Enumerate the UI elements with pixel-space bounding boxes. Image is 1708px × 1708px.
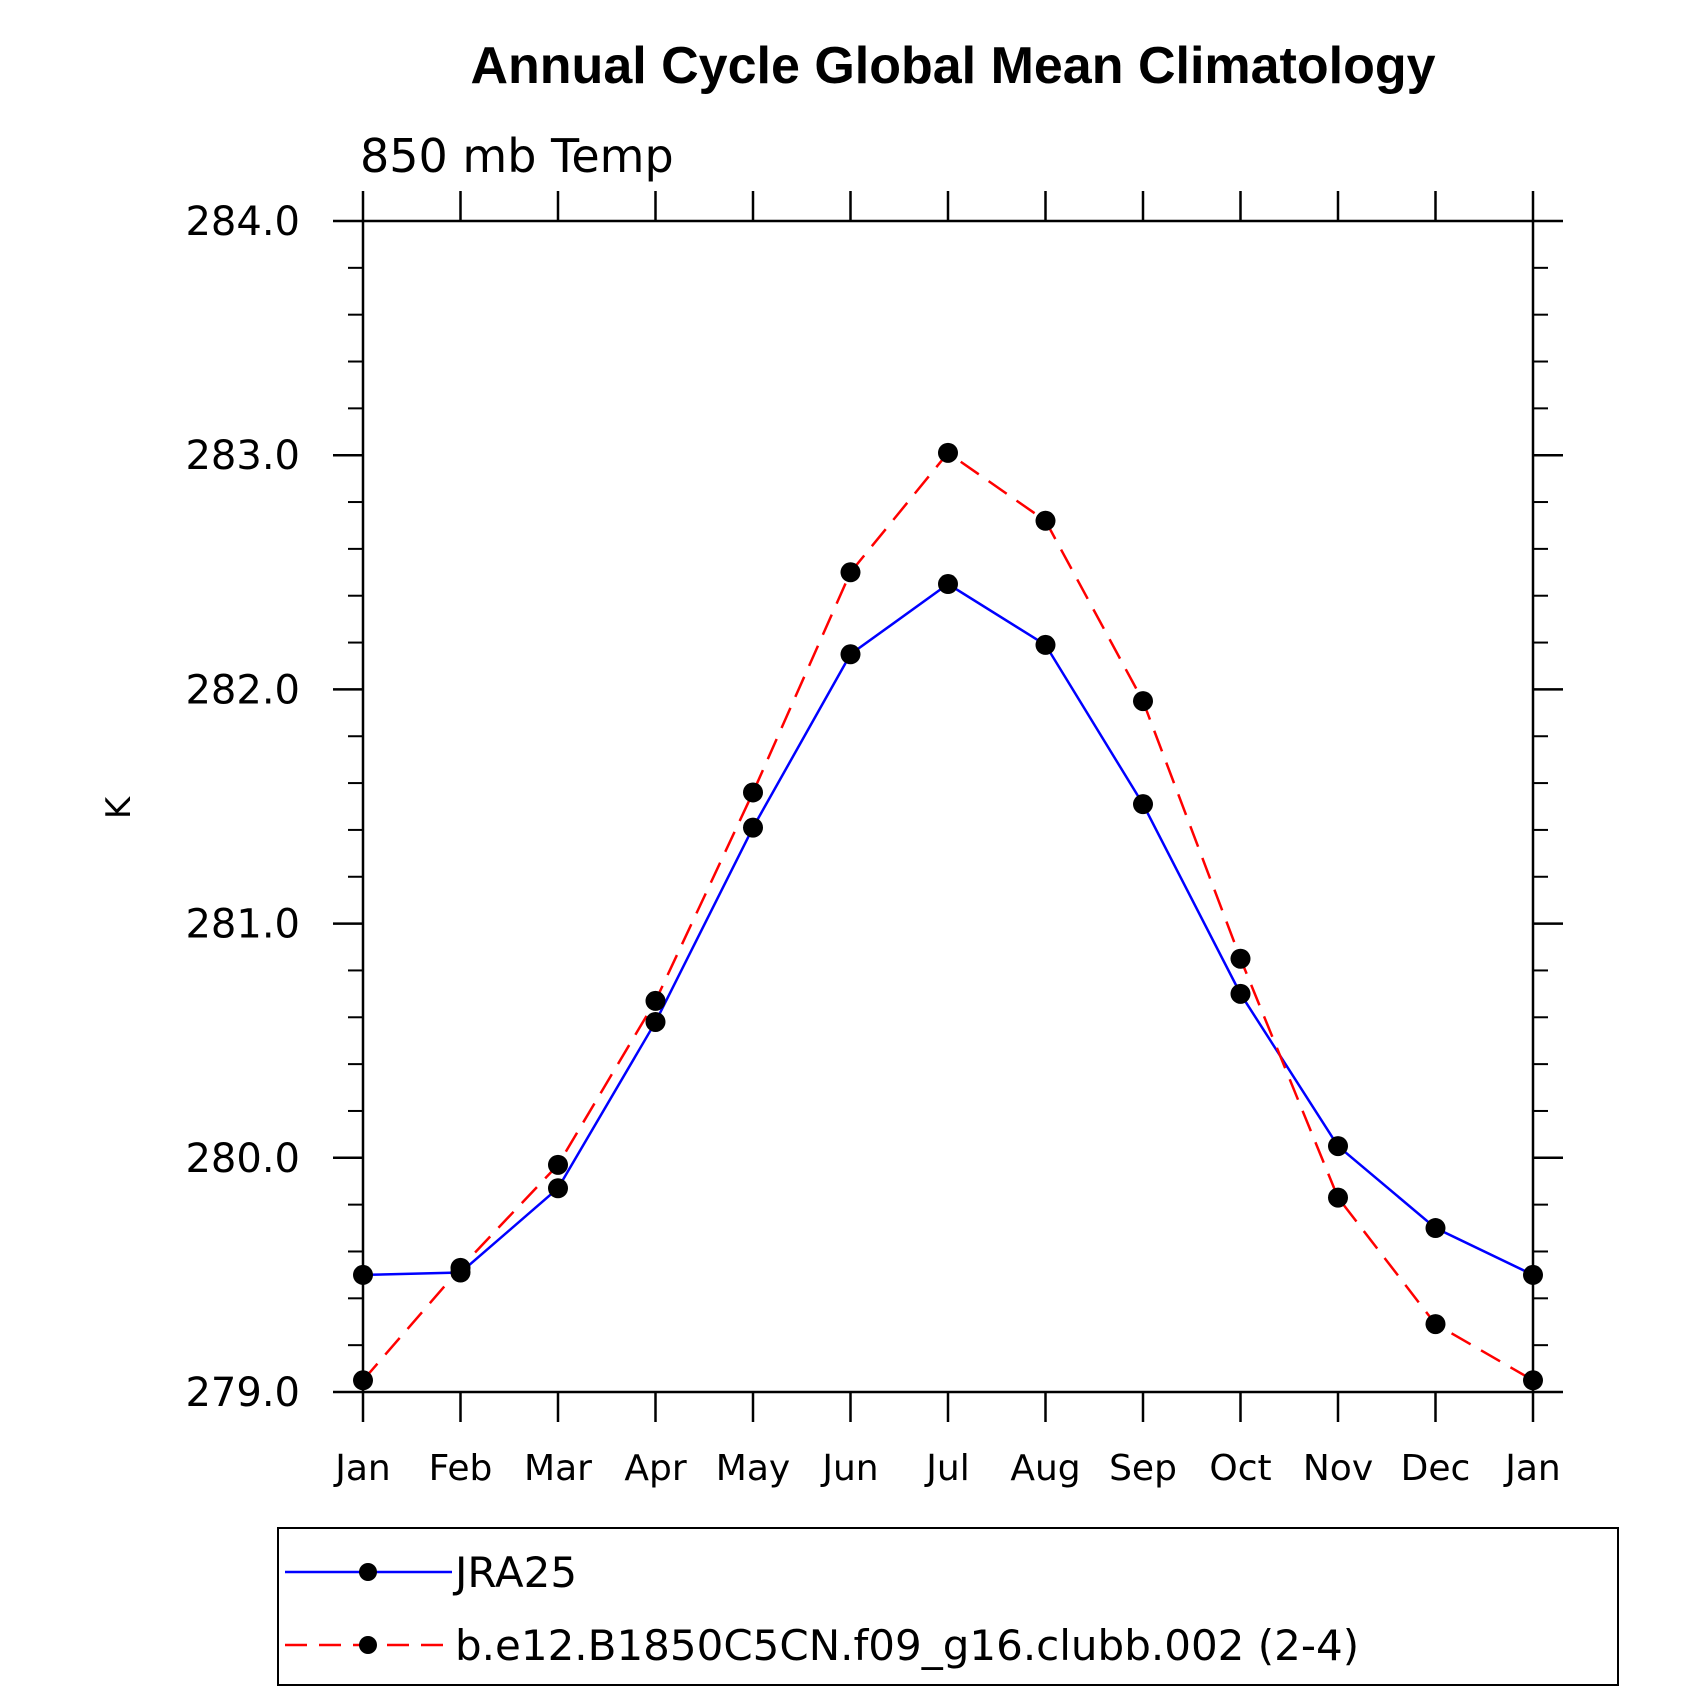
x-tick-label: Mar <box>524 1448 592 1489</box>
legend-label-model: b.e12.B1850C5CN.f09_g16.clubb.002 (2-4) <box>455 1621 1359 1670</box>
series-line-0 <box>362 582 1534 1277</box>
axis-ticks: Jan Feb Mar Apr May Jun Jul Aug Sep Oct Nov Dec Jan 2… <box>185 191 1563 1489</box>
x-tick-label: Jul <box>924 1448 969 1489</box>
series-1-point <box>645 990 666 1011</box>
x-tick-label: Aug <box>1010 1448 1080 1489</box>
series-0-point <box>1328 1136 1348 1157</box>
y-tick-label: 281.0 <box>185 902 300 948</box>
series-1-point <box>840 562 861 583</box>
y-tick-label: 279.0 <box>185 1370 300 1416</box>
y-tick-label: 280.0 <box>185 1136 300 1182</box>
series-0-point <box>548 1178 568 1199</box>
series-0-point <box>840 644 861 665</box>
series-0-point <box>743 817 763 838</box>
y-tick-label: 284.0 <box>185 199 300 245</box>
legend-label-jra25: JRA25 <box>452 1548 577 1597</box>
legend-marker-model <box>359 1636 377 1654</box>
series-1-point <box>1133 691 1153 712</box>
series-0-point <box>1425 1218 1446 1239</box>
x-tick-label: Sep <box>1109 1448 1177 1489</box>
x-tick-label: Apr <box>624 1448 686 1489</box>
series-1-point <box>1230 948 1251 969</box>
series-0-point <box>938 574 958 595</box>
x-tick-label: May <box>716 1448 790 1489</box>
legend: JRA25 b.e12.B1850C5CN.f09_g16.clubb.002 … <box>277 1527 1619 1686</box>
series-1-point <box>1425 1314 1446 1335</box>
series-1-point <box>450 1257 471 1278</box>
series-0-point <box>1230 983 1251 1004</box>
series-1-point <box>1328 1187 1348 1208</box>
y-axis-label: K <box>99 795 139 819</box>
y-tick-label: 282.0 <box>185 667 300 713</box>
series-1-point <box>743 782 763 803</box>
series-1-point <box>548 1154 568 1175</box>
chart-subtitle: 850 mb Temp <box>360 129 674 183</box>
x-tick-label: Jan <box>333 1448 391 1489</box>
series-1-point <box>1035 510 1056 531</box>
y-tick-label: 283.0 <box>185 433 300 479</box>
legend-marker-jra25 <box>359 1563 377 1581</box>
x-tick-label: Jun <box>820 1448 878 1489</box>
series-0-point <box>1035 634 1056 655</box>
series-0-point <box>645 1011 666 1032</box>
series-0-point <box>1133 794 1153 815</box>
x-tick-label: Nov <box>1303 1448 1373 1489</box>
x-tick-label: Feb <box>429 1448 493 1489</box>
legend-box <box>277 1527 1619 1686</box>
chart-title: Annual Cycle Global Mean Climatology <box>470 37 1435 95</box>
series-layer <box>353 442 1543 1391</box>
x-tick-label: Jan <box>1503 1448 1561 1489</box>
x-tick-label: Dec <box>1401 1448 1471 1489</box>
x-tick-label: Oct <box>1209 1448 1271 1489</box>
series-1-point <box>938 442 958 463</box>
plot-frame <box>361 219 1535 1394</box>
